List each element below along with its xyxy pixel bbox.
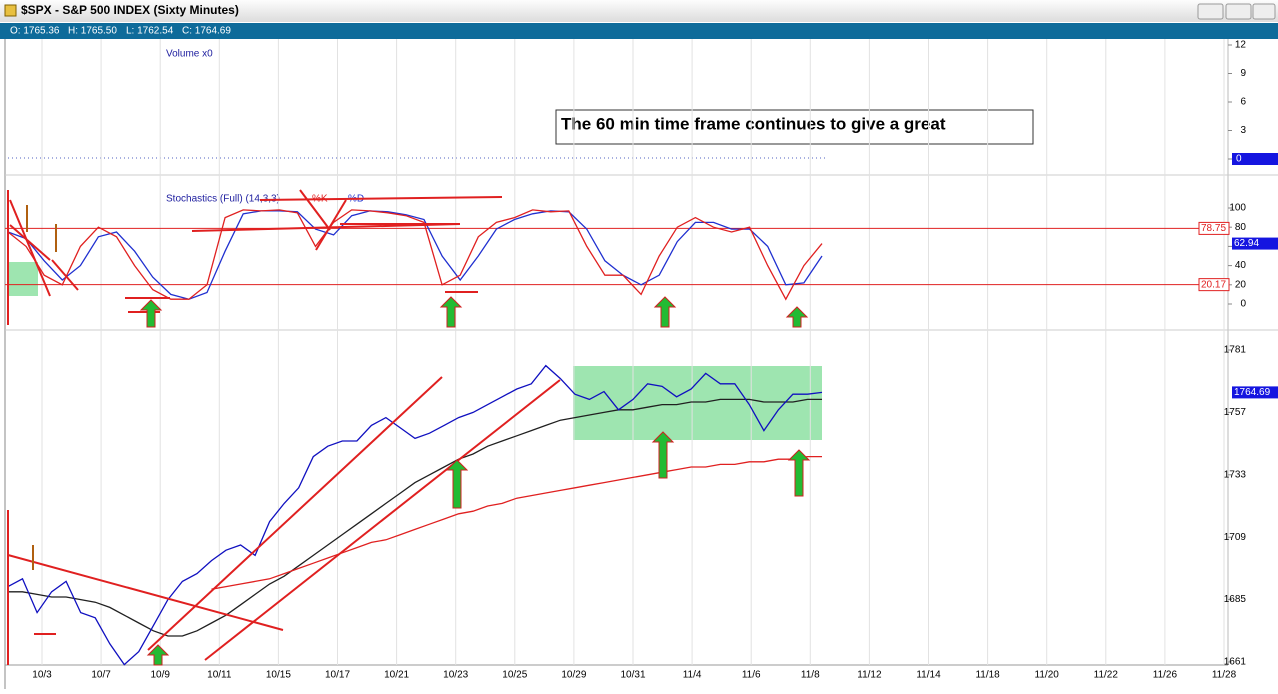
x-tick-label: 10/7 [91, 670, 111, 681]
level-box [1198, 221, 1230, 235]
signal-arrow [653, 296, 677, 328]
x-tick-label: 11/22 [1094, 670, 1119, 681]
trend-line [9, 224, 51, 261]
x-tick-label: 11/12 [857, 670, 882, 681]
y-tick-label: 40 [1235, 260, 1247, 271]
level-label: 78.75 [1201, 223, 1226, 234]
maximize-button[interactable] [1225, 3, 1252, 20]
trend-line [51, 259, 79, 291]
quote-bar [0, 23, 1278, 39]
x-tick-label: 10/11 [207, 670, 232, 681]
x-tick-label: 10/25 [502, 670, 527, 681]
y-tick-label: 9 [1240, 68, 1246, 79]
x-tick-label: 10/29 [561, 670, 586, 681]
series-line [7, 209, 823, 301]
signal-arrow [146, 644, 170, 666]
x-tick-label: 10/9 [150, 670, 170, 681]
quote-open: O: 1765.36 [10, 26, 60, 37]
quote-close: C: 1764.69 [182, 26, 231, 37]
signal-arrow [139, 299, 163, 328]
annotation: The 60 min time frame continues to give … [561, 114, 946, 133]
x-tick-label: 11/28 [1212, 670, 1237, 681]
x-tick-label: 11/4 [683, 670, 702, 681]
last-value-box [1232, 153, 1278, 165]
trend-line [7, 554, 284, 631]
series-line [211, 455, 822, 590]
app-icon [4, 4, 17, 17]
trend-line [204, 379, 561, 661]
series-line [8, 398, 822, 637]
x-tick-label: 11/6 [742, 670, 761, 681]
title-bar [0, 0, 1278, 22]
x-tick-label: 11/8 [801, 670, 820, 681]
x-tick-label: 11/18 [975, 670, 1000, 681]
series-line [7, 364, 823, 666]
last-value-box [1232, 386, 1278, 399]
trend-line [299, 189, 331, 231]
y-tick-label: 1757 [1224, 407, 1247, 418]
range-box [8, 262, 38, 296]
y-tick-label: 20 [1235, 279, 1247, 290]
signal-arrow [651, 431, 675, 479]
y-tick-label: 80 [1235, 222, 1247, 233]
y-tick-label: 1685 [1224, 594, 1247, 605]
last-value-label: 1764.69 [1234, 387, 1271, 398]
close-button[interactable] [1252, 3, 1276, 20]
trend-line [315, 199, 347, 251]
quote-high: H: 1765.50 [68, 26, 117, 37]
x-tick-label: 10/23 [443, 670, 468, 681]
signal-arrow [445, 459, 469, 509]
x-tick-label: 10/21 [384, 670, 409, 681]
level-box [1198, 278, 1230, 292]
x-tick-label: 11/14 [916, 670, 941, 681]
range-box [573, 366, 822, 440]
y-tick-label: 1733 [1224, 469, 1247, 480]
x-tick-label: 11/20 [1035, 670, 1060, 681]
stoch-label: Stochastics (Full) (14,3,3) [166, 194, 280, 205]
level-label: 20.17 [1201, 279, 1226, 290]
trend-line [191, 223, 461, 232]
x-tick-label: 10/3 [32, 670, 52, 681]
x-tick-label: 10/17 [325, 670, 350, 681]
trend-line [9, 199, 51, 297]
y-tick-label: 1709 [1224, 532, 1247, 543]
last-value-label: 62.94 [1234, 238, 1259, 249]
volume-label: Volume x0 [166, 49, 213, 60]
quote-low: L: 1762.54 [126, 26, 174, 37]
y-tick-label: 12 [1235, 40, 1247, 51]
y-tick-label: 100 [1229, 203, 1246, 214]
x-tick-label: 10/31 [620, 670, 645, 681]
series-line [7, 210, 823, 300]
minimize-button[interactable] [1197, 3, 1224, 20]
signal-arrow [785, 306, 809, 328]
signal-arrow [787, 449, 811, 497]
y-tick-label: 0 [1240, 299, 1246, 310]
x-tick-label: 11/26 [1153, 670, 1178, 681]
window-title: $SPX - S&P 500 INDEX (Sixty Minutes) [21, 3, 239, 17]
y-tick-label: 1661 [1224, 657, 1247, 668]
y-tick-label: 1781 [1224, 345, 1247, 356]
last-value-label: 0 [1236, 154, 1242, 165]
annotation-box [555, 109, 1034, 145]
x-tick-label: 10/15 [266, 670, 291, 681]
signal-arrow [439, 296, 463, 328]
last-value-box [1232, 237, 1278, 250]
trend-line [259, 196, 503, 201]
y-tick-label: 6 [1240, 97, 1246, 108]
trend-line [147, 376, 443, 651]
y-tick-label: 3 [1240, 125, 1246, 136]
